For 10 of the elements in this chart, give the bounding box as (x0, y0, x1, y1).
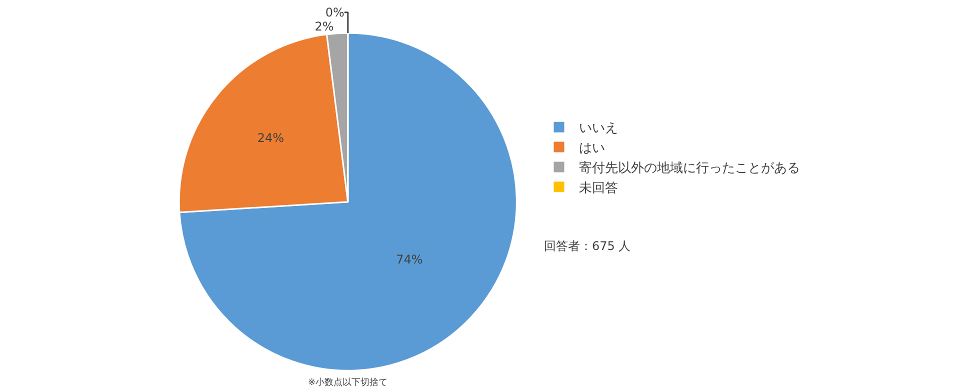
text: 0% (325, 5, 344, 20)
legend-label: はい (579, 141, 605, 156)
data-label: 2% (314, 19, 334, 34)
data-label: 24% (257, 130, 284, 145)
legend-label: 寄付先以外の地域に行ったことがある (579, 160, 800, 176)
legend-label: 未回答 (579, 180, 618, 196)
text: ※小数点以下切捨て (308, 377, 388, 388)
data-label: 74% (396, 252, 423, 267)
legend-label: いいえ (579, 121, 618, 136)
text: 回答者：675 人 (544, 239, 631, 253)
